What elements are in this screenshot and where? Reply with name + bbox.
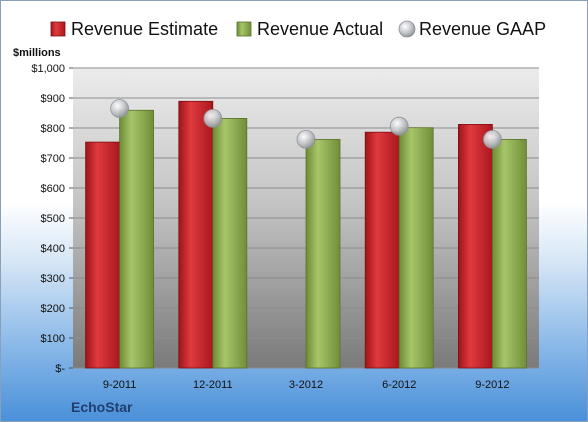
bar-revenue-estimate [364,131,400,369]
x-category-label: 3-2012 [289,379,323,391]
marker-revenue-gaap [203,109,223,128]
legend-label: Revenue Actual [257,19,383,39]
y-tick-label: $600 [41,183,65,195]
y-tick-label: $800 [41,123,65,135]
legend-swatch [236,21,252,37]
y-tick-label: $700 [41,153,65,165]
legend: Revenue Estimate Revenue Actual Revenue GA… [50,19,546,39]
y-tick-label: $300 [41,273,65,285]
y-tick-label: $200 [41,303,65,315]
bar-revenue-actual [119,109,154,369]
marker-revenue-gaap [389,116,409,136]
marker-revenue-gaap [296,129,316,149]
y-tick-label: $900 [41,93,65,105]
x-category-label: 9-2011 [103,379,136,391]
y-tick-label: $400 [41,243,65,255]
marker-revenue-gaap [110,99,129,118]
marker-revenue-gaap [482,129,502,149]
legend-swatch [398,20,416,38]
bar-revenue-actual [212,118,248,369]
legend-label: Revenue GAAP [419,19,546,39]
legend-label: Revenue Estimate [71,19,218,39]
x-category-label: 9-2012 [475,379,509,391]
bar-revenue-estimate [178,100,214,369]
bars [85,100,527,369]
x-axis-labels: 9-2011 12-2011 3-2012 6-2012 9-2012 [103,379,510,391]
y-tick-label: $1,000 [31,63,65,75]
gaap-markers [110,99,502,149]
x-category-label: 12-2011 [193,379,233,391]
x-category-label: 6-2012 [382,379,416,391]
y-tick-label: $- [55,363,65,375]
y-axis-unit-label: $millions [13,47,61,59]
bar-revenue-actual [491,138,527,369]
y-tick-label: $500 [41,213,65,225]
y-axis-ticks: $- $100 $200 $300 $400 $500 $600 $700 $800 $900 $1… [31,63,65,375]
bar-revenue-actual [398,127,434,369]
y-tick-label: $100 [41,333,65,345]
company-name: EchoStar [71,399,133,415]
legend-swatch [50,21,66,37]
bar-revenue-actual [305,138,341,369]
bar-revenue-estimate [85,141,120,369]
bar-revenue-estimate [457,124,493,369]
